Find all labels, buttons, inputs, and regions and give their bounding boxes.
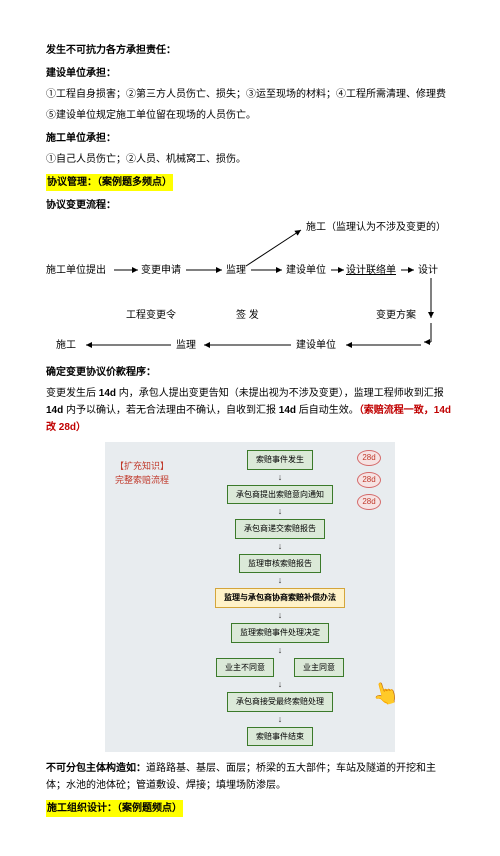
org-design-hl: 施工组织设计：（案例题频点） [46, 800, 183, 817]
txt: 内，承包人提出变更告知（未提出视为不涉及变更），监理工程师收到汇报 [116, 388, 444, 399]
agree-mgmt-hl: 协议管理：（案例题多频点） [46, 174, 173, 191]
badge-28d: 28d [357, 450, 381, 466]
constr-unit-line2: ⑤建设单位规定施工单位留在现场的人员伤亡。 [46, 107, 454, 124]
claim-node-yes: 业主同意 [294, 658, 344, 678]
claim-title-b: 完整索赔流程 [115, 475, 169, 485]
badge-28d: 28d [357, 494, 381, 510]
svg-text:签 发: 签 发 [236, 308, 259, 321]
claim-node: 承包商接受最终索赔处理 [227, 692, 333, 712]
svg-text:变更申请: 变更申请 [141, 263, 181, 276]
confirm-para: 变更发生后 14d 内，承包人提出变更告知（未提出视为不涉及变更），监理工程师收… [46, 385, 454, 436]
claim-node: 索赔事件结束 [247, 727, 313, 747]
claim-title: 【扩充知识】 完整索赔流程 [115, 460, 169, 487]
arrow-down-icon: ↓ [278, 680, 283, 689]
confirm-title: 确定变更协议价款程序： [46, 364, 454, 381]
claim-node: 承包商递交索赔报告 [235, 519, 325, 539]
svg-text:设计: 设计 [418, 263, 438, 276]
claim-flowchart: 【扩充知识】 完整索赔流程 28d 28d 28d 👆 索赔事件发生 ↓ 承包商… [105, 442, 395, 752]
claim-node: 索赔事件发生 [247, 450, 313, 470]
h1: 发生不可抗力各方承担责任： [46, 42, 454, 59]
indivisible-title: 不可分包主体构造如： [46, 763, 146, 774]
arrow-down-icon: ↓ [278, 473, 283, 482]
flowchart-change: text{font-size:10px;font-family:inherit;… [46, 218, 454, 358]
d14-1: 14d [99, 388, 116, 399]
claim-node: 承包商提出索赔意向通知 [227, 485, 333, 505]
builder-unit-line1: ①自己人员伤亡；②人员、机械窝工、损伤。 [46, 151, 454, 168]
arrow-down-icon: ↓ [278, 715, 283, 724]
svg-text:施工单位提出: 施工单位提出 [46, 263, 106, 276]
svg-text:施工（监理认为不涉及变更的）: 施工（监理认为不涉及变更的） [306, 220, 446, 233]
svg-text:监理: 监理 [176, 338, 196, 351]
txt: 内予以确认，若无合法理由不确认，自收到汇报 [63, 405, 279, 416]
arrow-down-icon: ↓ [278, 646, 283, 655]
claim-title-a: 【扩充知识】 [115, 461, 169, 471]
svg-text:建设单位: 建设单位 [296, 338, 336, 351]
svg-text:建设单位: 建设单位 [286, 263, 326, 276]
txt: 后自动生效。 [296, 405, 359, 416]
svg-text:监理: 监理 [226, 263, 246, 276]
claim-node-highlight: 监理与承包商协商索赔补偿办法 [215, 588, 345, 608]
agree-mgmt: 协议管理：（案例题多频点） [46, 174, 454, 191]
txt: 变更发生后 [46, 388, 99, 399]
constr-unit-line1: ①工程自身损害；②第三方人员伤亡、损失；③运至现场的材料；④工程所需清理、修理费 [46, 86, 454, 103]
claim-node: 监理索赔事件处理决定 [231, 623, 329, 643]
d14-2: 14d [46, 405, 63, 416]
org-design: 施工组织设计：（案例题频点） [46, 800, 454, 817]
badge-28d: 28d [357, 472, 381, 488]
indivisible-para: 不可分包主体构造如：道路路基、基层、面层；桥梁的五大部件；车站及隧道的开挖和主体… [46, 760, 454, 794]
svg-text:设计联络单: 设计联络单 [346, 263, 396, 276]
svg-text:变更方案: 变更方案 [376, 308, 416, 321]
claim-node: 监理审核索赔报告 [239, 554, 321, 574]
d14-3: 14d [279, 405, 296, 416]
constr-unit-title: 建设单位承担： [46, 65, 454, 82]
claim-node-no: 业主不同意 [216, 658, 274, 678]
arrow-down-icon: ↓ [278, 576, 283, 585]
builder-unit-title: 施工单位承担： [46, 130, 454, 147]
arrow-down-icon: ↓ [278, 611, 283, 620]
svg-text:施工: 施工 [56, 338, 76, 351]
arrow-down-icon: ↓ [278, 542, 283, 551]
arrow-down-icon: ↓ [278, 507, 283, 516]
svg-text:工程变更令: 工程变更令 [126, 308, 176, 321]
agree-flow-title: 协议变更流程： [46, 197, 454, 214]
